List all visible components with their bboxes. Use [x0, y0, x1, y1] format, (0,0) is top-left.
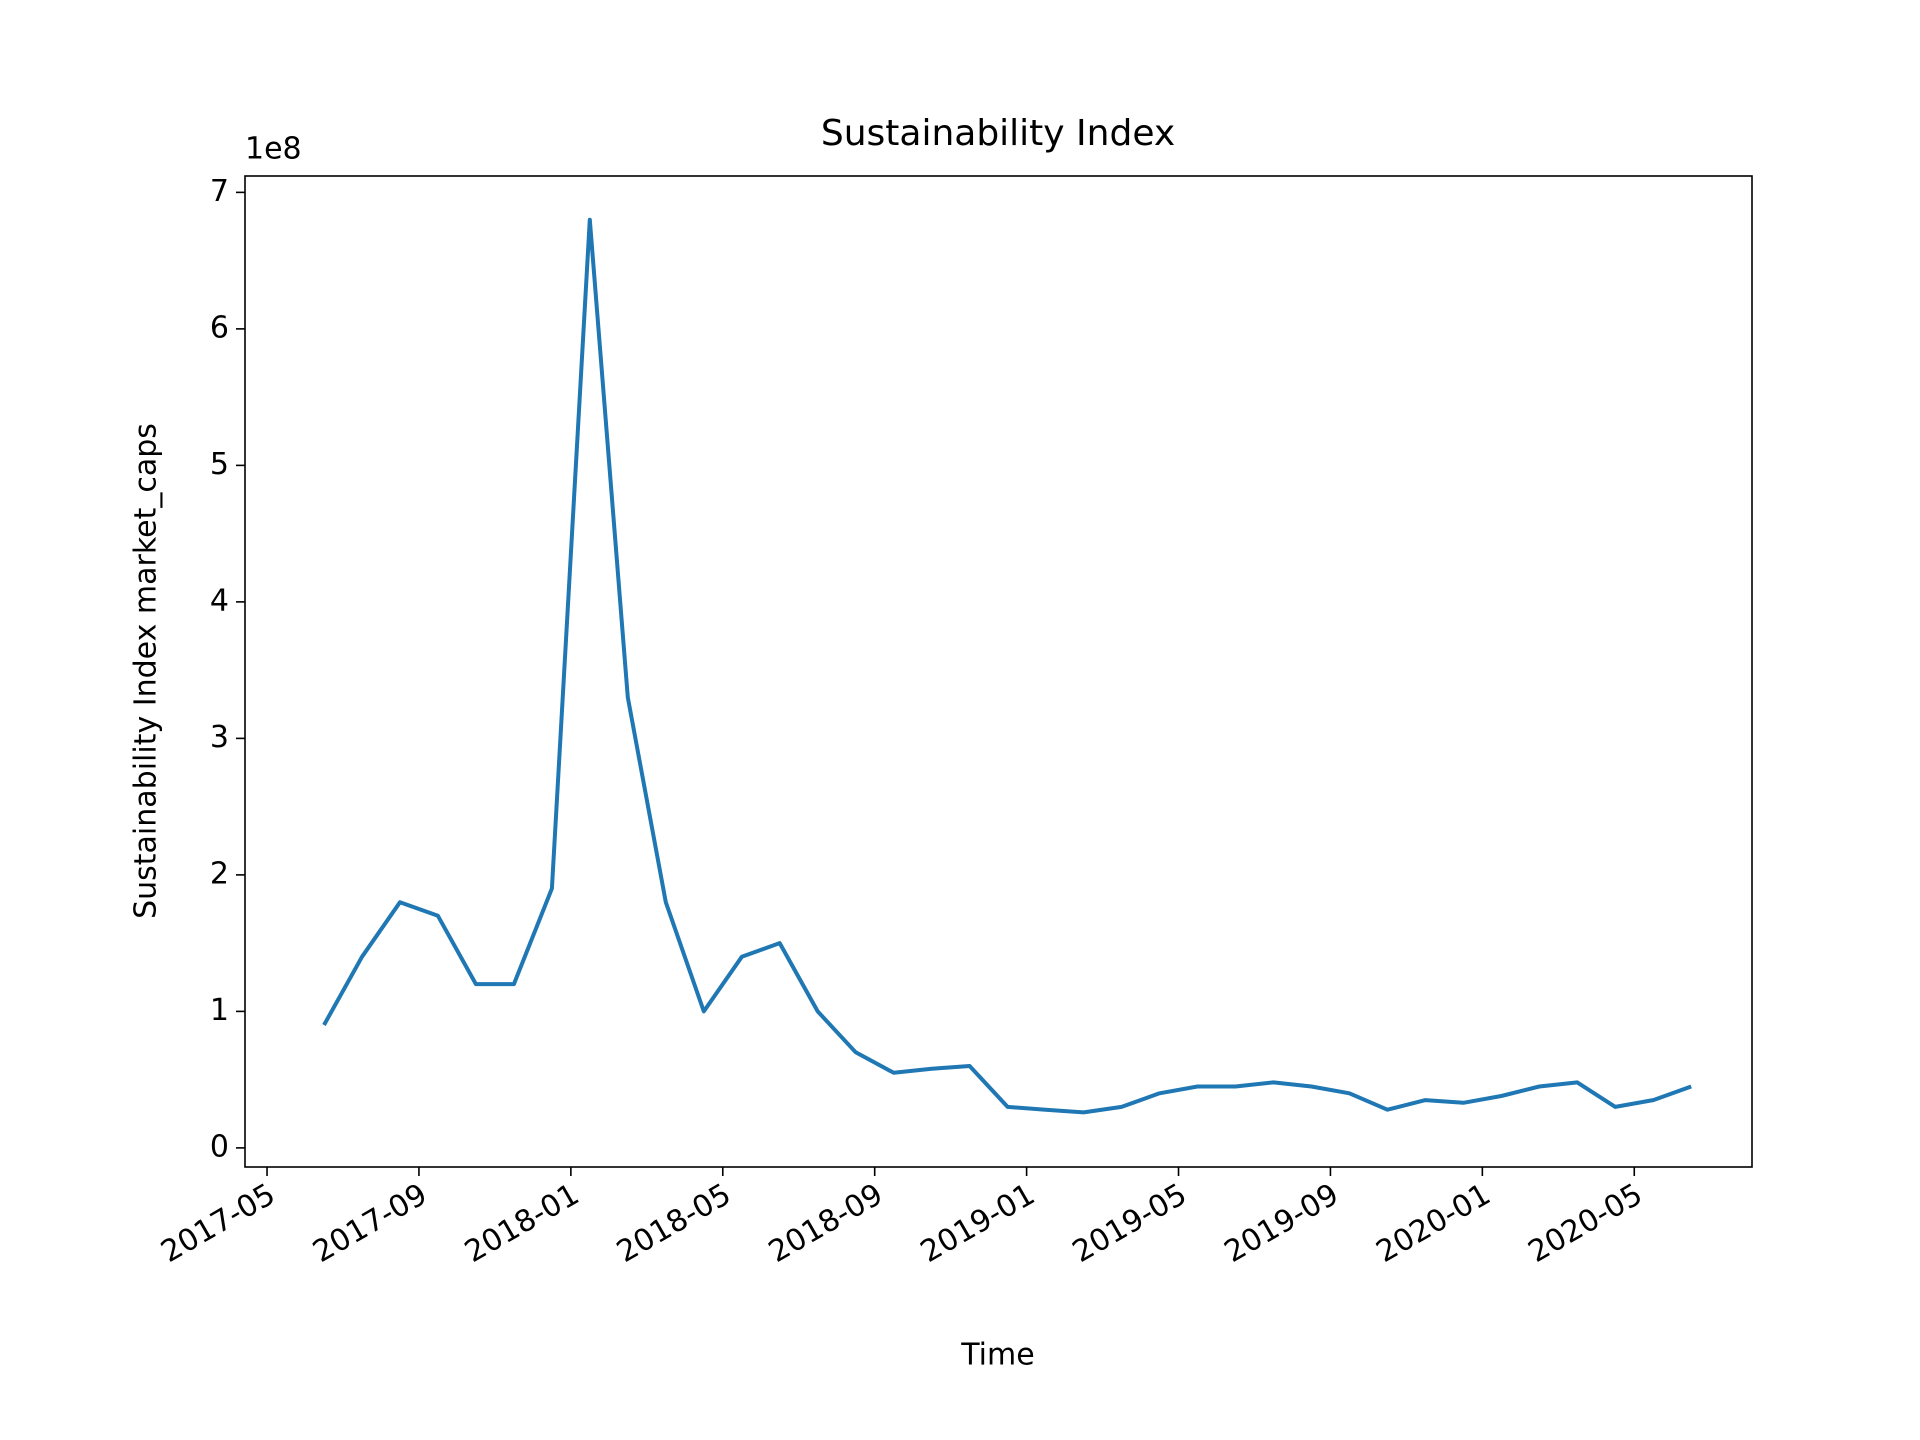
x-tick-label: 2018-01	[459, 1177, 585, 1270]
y-tick-label: 5	[210, 447, 229, 482]
y-offset-label: 1e8	[245, 132, 302, 167]
y-tick-label: 2	[210, 856, 229, 891]
y-tick-label: 4	[210, 583, 229, 618]
x-tick-label: 2018-05	[611, 1177, 737, 1270]
x-tick-label: 2020-01	[1371, 1177, 1497, 1270]
x-tick-label: 2018-09	[763, 1177, 889, 1270]
x-tick-label: 2019-05	[1067, 1177, 1193, 1270]
line-series	[322, 217, 1692, 1115]
y-tick-label: 6	[210, 310, 229, 345]
x-tick-label: 2017-05	[155, 1177, 281, 1270]
y-tick-label: 1	[210, 993, 229, 1028]
chart-title: Sustainability Index	[821, 113, 1175, 154]
y-axis-label: Sustainability Index market_caps	[129, 423, 164, 919]
x-tick-label: 2019-09	[1219, 1177, 1345, 1270]
x-tick-label: 2019-01	[915, 1177, 1041, 1270]
x-axis-label: Time	[960, 1338, 1034, 1373]
x-tick-label: 2017-09	[307, 1177, 433, 1270]
x-tick-label: 2020-05	[1522, 1177, 1648, 1270]
plot-frame	[244, 175, 1753, 1168]
y-tick-label: 0	[210, 1129, 229, 1164]
y-tick-label: 7	[210, 174, 229, 209]
y-tick-label: 3	[210, 720, 229, 755]
